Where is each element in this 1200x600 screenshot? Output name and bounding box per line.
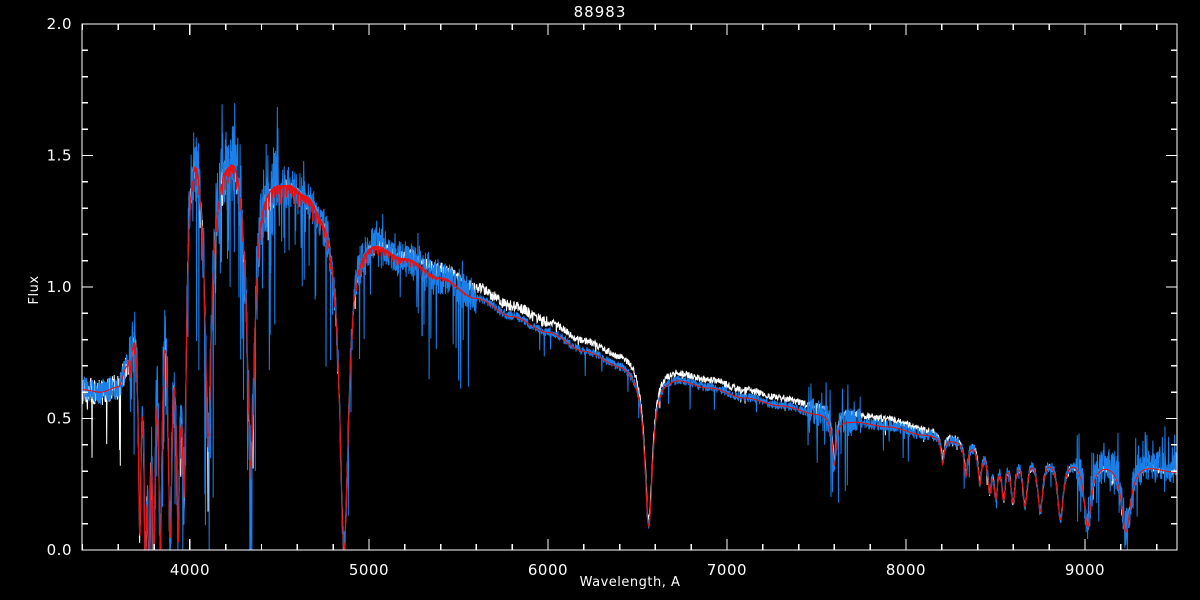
page-title: 88983 xyxy=(574,3,627,21)
series-model-fit-spectrum xyxy=(82,164,1177,551)
x-axis-label: Wavelength, A xyxy=(580,575,681,590)
y-axis-label: Flux xyxy=(27,275,42,304)
y-tick-label: 1.5 xyxy=(47,147,72,165)
axis-ticks xyxy=(81,23,1177,551)
x-tick-label: 4000 xyxy=(170,561,210,579)
y-tick-label: 2.0 xyxy=(47,15,72,33)
y-tick-label: 0.5 xyxy=(47,410,72,428)
axis-tick-labels: 4000 5000 6000 7000 8000 9000 0.0 0.5 1.0 1.5 2.0 xyxy=(47,15,1105,579)
axes-layer: 4000 5000 6000 7000 8000 9000 0.0 0.5 1.0 1.5 2.0 xyxy=(47,15,1178,579)
y-tick-label: 1.0 xyxy=(47,278,72,296)
series-layer xyxy=(81,103,1178,552)
y-tick-label: 0.0 xyxy=(47,541,72,559)
x-tick-label: 5000 xyxy=(349,561,389,579)
x-tick-label: 8000 xyxy=(886,561,926,579)
x-tick-label: 9000 xyxy=(1065,561,1105,579)
x-tick-label: 7000 xyxy=(707,561,747,579)
x-tick-label: 6000 xyxy=(528,561,568,579)
